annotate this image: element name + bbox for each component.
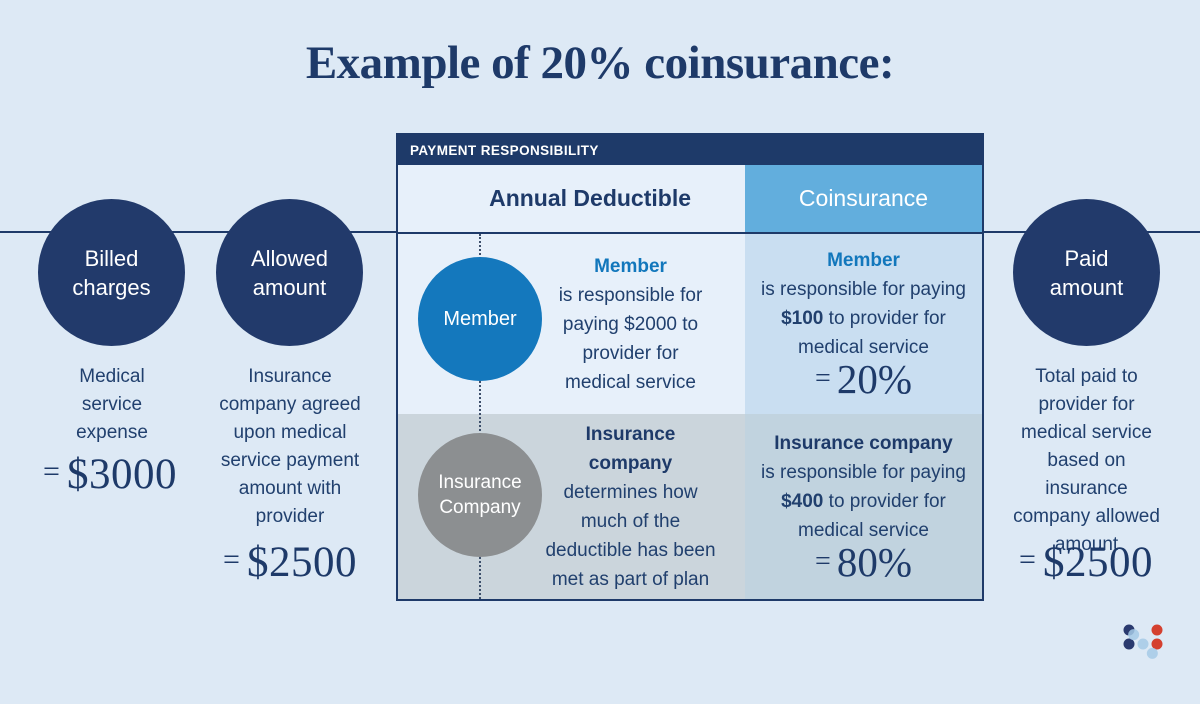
member-circle-label: Member [443,307,517,330]
insurance-coinsurance-cell: Insurance company is responsible for pay… [745,414,982,599]
insurance-percent-value: 80% [836,538,912,585]
page-title: Example of 20% coinsurance: [305,37,895,89]
member-coinsurance-cell: Member is responsible for paying $100 to… [745,234,982,414]
insurance-coins-post: to provider for medical service [798,490,946,541]
column-header-annual-deductible: Annual Deductible [398,165,745,232]
column-header-coinsurance: Coinsurance [745,165,982,232]
insurance-company-entity-circle: Insurance Company [418,433,542,557]
member-annual-text: Member is responsible for paying $2000 t… [550,252,712,397]
member-coins-post: to provider for medical service [798,308,946,358]
insurance-annual-text: Insurance company determines how much of… [542,420,720,594]
billed-amount-value: $3000 [66,451,177,498]
insurance-annual-body: determines how much of the deductible ha… [545,481,716,590]
billed-charges-circle: Billed charges [38,199,185,346]
member-entity-circle: Member [418,257,542,381]
insurance-coins-strong-amount: $400 [781,490,824,512]
member-coins-strong-amount: $100 [781,308,824,329]
insurance-coins-text: Insurance company is responsible for pay… [761,429,966,585]
billed-charges-label: Billed charges [72,245,151,300]
insurance-coins-pre: is responsible for paying [761,461,966,483]
table-title-bar: PAYMENT RESPONSIBILITY [398,135,982,165]
equals-sign: = [815,545,831,577]
equals-sign: = [1019,543,1036,576]
paid-amount-value: $2500 [1042,539,1153,586]
allowed-amount-circle: Allowed amount [216,199,363,346]
insurance-circle-label: Insurance Company [438,472,522,518]
insurance-coins-percentage: = 80% [761,541,966,585]
insurance-coins-lead: Insurance company [774,432,953,454]
member-percent-value: 20% [836,356,912,402]
allowed-amount-value: $2500 [246,539,357,586]
member-annual-lead: Member [594,255,667,277]
table-body: Member is responsible for paying $2000 t… [398,234,982,599]
equals-sign: = [223,543,240,576]
equals-sign: = [43,455,60,488]
payment-responsibility-table: PAYMENT RESPONSIBILITY Annual Deductible… [396,133,984,601]
equals-sign: = [815,363,831,394]
column-header-row: Annual Deductible Coinsurance [398,165,982,234]
member-coins-text: Member is responsible for paying $100 to… [761,246,966,402]
allowed-amount-description: Insurance company agreed upon medical se… [219,366,361,527]
paid-amount-description: Total paid to provider for medical servi… [1013,366,1160,555]
allowed-amount-amount: = $2500 [185,538,395,587]
insurance-annual-lead: Insurance company [585,423,676,474]
member-annual-body: is responsible for paying $2000 to provi… [558,284,703,393]
paid-amount-amount: = $2500 [981,538,1191,587]
dotted-divider-line [479,234,481,599]
member-coins-pre: is responsible for paying [761,279,966,300]
paid-amount-circle: Paid amount [1013,199,1160,346]
n-dots-logo-icon [1119,620,1167,668]
member-coins-percentage: = 20% [761,359,966,402]
member-coins-lead: Member [827,250,900,271]
insurance-row: Insurance company determines how much of… [398,414,982,599]
billed-charges-description: Medical service expense [76,366,148,443]
paid-amount-label: Paid amount [1049,245,1124,300]
allowed-amount-label: Allowed amount [250,245,329,300]
billed-charges-amount: = $3000 [5,450,215,499]
